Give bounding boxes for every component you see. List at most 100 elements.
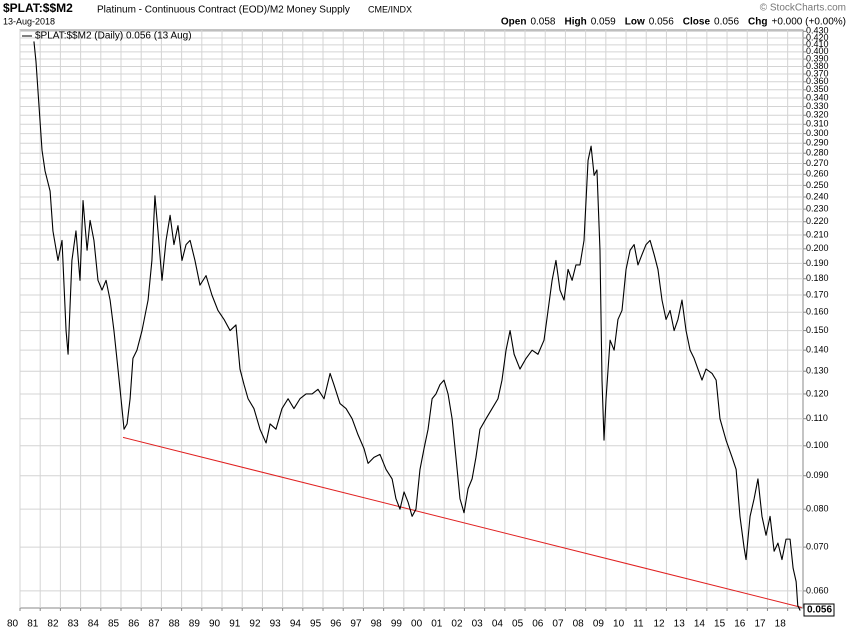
last-value-box (803, 603, 835, 617)
price-line (33, 41, 801, 611)
quote-label: High (565, 17, 587, 28)
y-tick-label: 0.090 (806, 470, 829, 480)
x-tick-label: 05 (512, 619, 524, 630)
x-tick-label: 98 (371, 619, 383, 630)
y-tick-label: 0.170 (806, 289, 829, 299)
y-tick-label: 0.300 (806, 128, 829, 138)
quote: Open 0.058 High 0.059 Low 0.056 Close 0.056 Chg +… (501, 17, 846, 28)
x-tick-label: 09 (593, 619, 605, 630)
trendline (122, 436, 802, 608)
quote-value: +0.000 (+0.00%) (772, 17, 847, 28)
x-tick-label: 02 (451, 619, 463, 630)
y-tick-label: 0.060 (806, 585, 829, 595)
x-tick-label: 80 (7, 619, 19, 630)
y-tick-label: 0.270 (806, 158, 829, 168)
y-tick-label: 0.400 (806, 46, 829, 56)
y-tick-label: 0.200 (806, 243, 829, 253)
y-tick-label: 0.120 (806, 388, 829, 398)
last-value-label: 0.056 (807, 605, 832, 616)
legend-label: $PLAT:$$M2 (Daily) 0.056 (13 Aug) (35, 31, 192, 42)
x-tick-label: 95 (310, 619, 322, 630)
x-tick-label: 87 (148, 619, 160, 630)
y-tick-label: 0.430 (806, 26, 829, 36)
y-tick-label: 0.340 (806, 92, 829, 102)
quote-value: 0.056 (649, 17, 674, 28)
x-tick-label: 90 (209, 619, 221, 630)
x-tick-label: 11 (633, 619, 644, 630)
x-tick-label: 01 (431, 619, 443, 630)
quote-label: Chg (748, 17, 767, 28)
y-tick-label: 0.140 (806, 345, 829, 355)
x-tick-label: 14 (694, 619, 706, 630)
x-tick-label: 08 (573, 619, 585, 630)
x-tick-label: 07 (552, 619, 564, 630)
x-tick-label: 15 (714, 619, 726, 630)
quote-label: Low (625, 17, 645, 28)
x-tick-label: 10 (613, 619, 625, 630)
y-tick-label: 0.160 (806, 307, 829, 317)
symbol: $PLAT:$$M2 (3, 1, 73, 15)
y-tick-label: 0.280 (806, 148, 829, 158)
y-tick-label: 0.380 (806, 61, 829, 71)
x-tick-label: 13 (674, 619, 686, 630)
y-tick-label: 0.260 (806, 169, 829, 179)
x-tick-label: 03 (472, 619, 484, 630)
x-tick-label: 85 (108, 619, 120, 630)
x-tick-label: 12 (653, 619, 665, 630)
y-tick-label: 0.310 (806, 119, 829, 129)
x-tick-label: 88 (169, 619, 181, 630)
x-tick-label: 86 (128, 619, 140, 630)
x-tick-label: 82 (47, 619, 59, 630)
x-tick-label: 93 (270, 619, 282, 630)
y-tick-label: 0.100 (806, 440, 829, 450)
x-tick-label: 06 (532, 619, 544, 630)
x-tick-label: 91 (229, 619, 241, 630)
y-tick-label: 0.230 (806, 203, 829, 213)
y-tick-label: 0.410 (806, 39, 829, 49)
chart-title: Platinum - Continuous Contract (EOD)/M2 … (97, 5, 350, 16)
y-tick-label: 0.210 (806, 229, 829, 239)
y-tick-label: 0.350 (806, 84, 829, 94)
y-tick-label: 0.180 (806, 273, 829, 283)
brand: © StockCharts.com (760, 3, 846, 14)
y-tick-label: 0.190 (806, 258, 829, 268)
x-tick-label: 83 (68, 619, 80, 630)
x-tick-label: 17 (754, 619, 766, 630)
x-tick-label: 81 (27, 619, 39, 630)
y-tick-label: 0.070 (806, 541, 829, 551)
y-tick-label: 0.320 (806, 110, 829, 120)
quote-value: 0.056 (714, 17, 739, 28)
y-tick-label: 0.330 (806, 101, 829, 111)
date: 13-Aug-2018 (3, 16, 55, 26)
x-tick-label: 04 (492, 619, 504, 630)
x-tick-label: 96 (330, 619, 342, 630)
x-tick-label: 97 (350, 619, 362, 630)
y-tick-label: 0.150 (806, 325, 829, 335)
x-tick-label: 99 (391, 619, 403, 630)
y-tick-label: 0.390 (806, 53, 829, 63)
y-tick-label: 0.240 (806, 191, 829, 201)
quote-value: 0.058 (530, 17, 555, 28)
x-tick-label: 16 (734, 619, 746, 630)
y-tick-label: 0.220 (806, 216, 829, 226)
x-tick-label: 84 (88, 619, 100, 630)
quote-label: Open (501, 17, 527, 28)
y-tick-label: 0.080 (806, 504, 829, 514)
quote-value: 0.059 (591, 17, 616, 28)
x-tick-label: 18 (775, 619, 787, 630)
y-tick-label: 0.130 (806, 366, 829, 376)
x-tick-label: 94 (290, 619, 302, 630)
exchange: CME/INDX (368, 4, 412, 14)
y-tick-label: 0.370 (806, 68, 829, 78)
y-tick-label: 0.250 (806, 180, 829, 190)
y-tick-label: 0.290 (806, 138, 829, 148)
quote-label: Close (683, 17, 711, 28)
y-tick-label: 0.360 (806, 76, 829, 86)
x-tick-label: 00 (411, 619, 423, 630)
x-tick-label: 92 (249, 619, 261, 630)
y-tick-label: 0.420 (806, 32, 829, 42)
y-tick-label: 0.110 (806, 413, 828, 423)
x-tick-label: 89 (189, 619, 201, 630)
